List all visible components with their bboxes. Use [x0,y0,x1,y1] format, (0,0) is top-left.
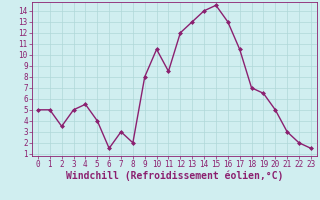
X-axis label: Windchill (Refroidissement éolien,°C): Windchill (Refroidissement éolien,°C) [66,171,283,181]
